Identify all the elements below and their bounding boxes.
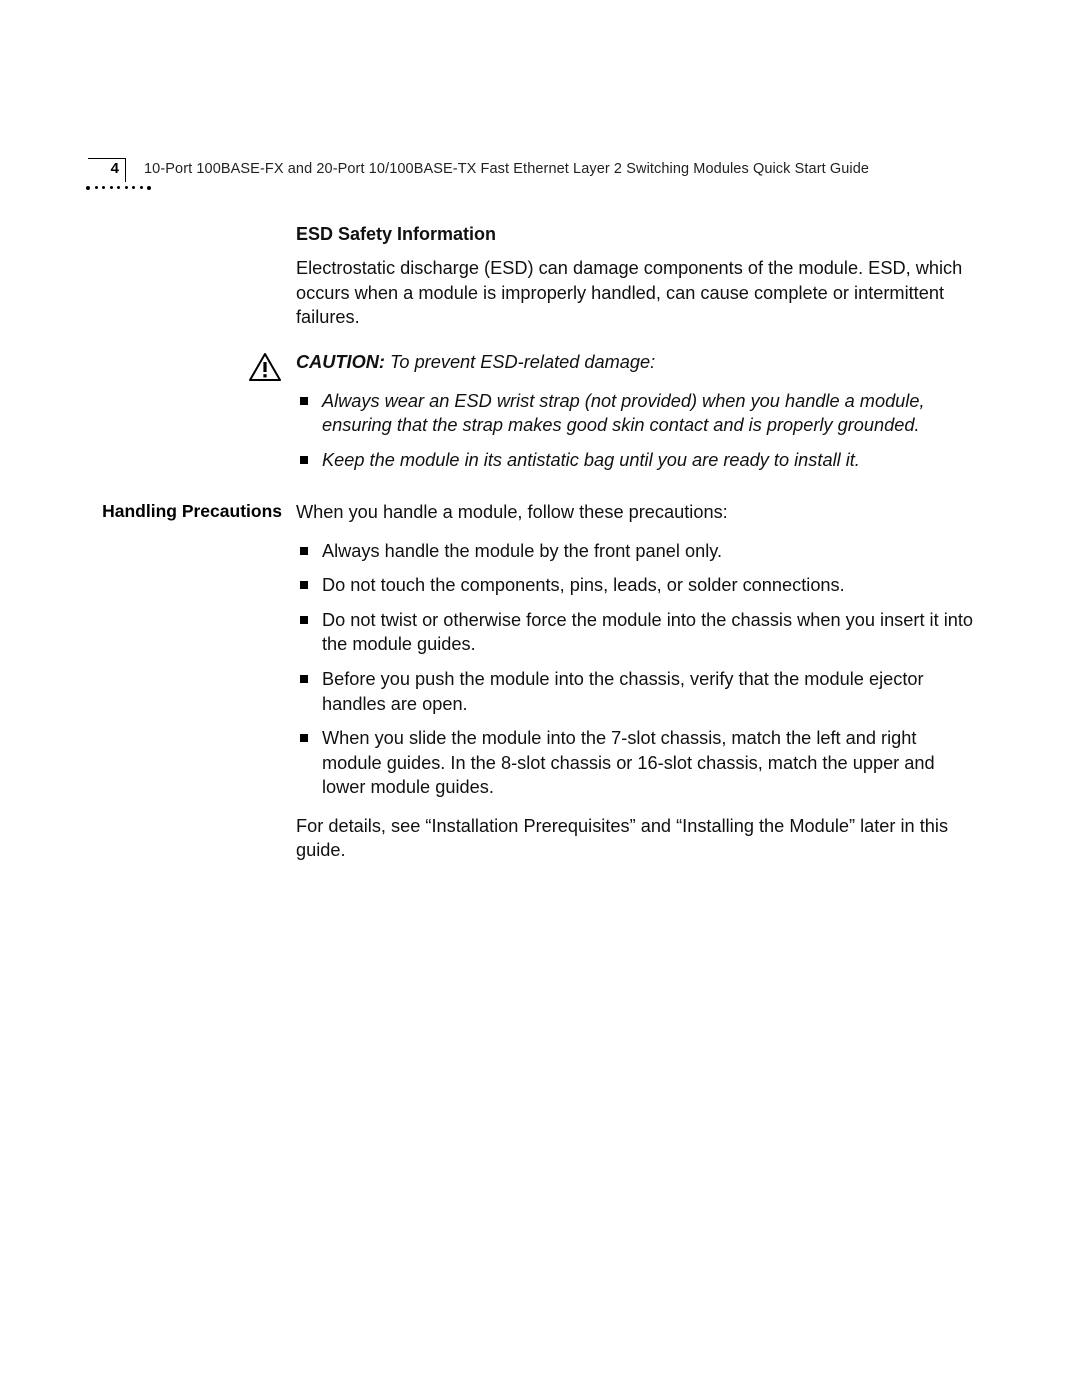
body-text: When you handle a module, follow these p… — [296, 500, 980, 525]
decorative-dots — [86, 186, 151, 190]
side-column: Handling Precautions — [116, 500, 296, 877]
main-column: CAUTION: To prevent ESD-related damage: … — [296, 350, 980, 486]
list-item: Always wear an ESD wrist strap (not prov… — [296, 389, 980, 438]
section-esd-caution: CAUTION: To prevent ESD-related damage: … — [116, 350, 980, 486]
page-number-box: 4 — [88, 158, 126, 182]
side-column — [116, 222, 296, 344]
section-handling: Handling Precautions When you handle a m… — [116, 500, 980, 877]
page-number: 4 — [111, 161, 119, 176]
main-column: When you handle a module, follow these p… — [296, 500, 980, 877]
caution-icon — [248, 352, 282, 486]
page-content: ESD Safety Information Electrostatic dis… — [116, 222, 980, 883]
caution-line: CAUTION: To prevent ESD-related damage: — [296, 350, 980, 375]
side-heading: Handling Precautions — [102, 500, 282, 877]
spacer — [116, 492, 980, 500]
section-esd-intro: ESD Safety Information Electrostatic dis… — [116, 222, 980, 344]
running-header-title: 10-Port 100BASE-FX and 20-Port 10/100BAS… — [144, 161, 869, 177]
caution-label: CAUTION: — [296, 352, 385, 372]
page-header: 4 10-Port 100BASE-FX and 20-Port 10/100B… — [88, 158, 1000, 194]
document-page: 4 10-Port 100BASE-FX and 20-Port 10/100B… — [0, 0, 1080, 1397]
list-item: Do not twist or otherwise force the modu… — [296, 608, 980, 657]
main-column: ESD Safety Information Electrostatic dis… — [296, 222, 980, 344]
caution-text: To prevent ESD-related damage: — [385, 352, 655, 372]
list-item: Keep the module in its antistatic bag un… — [296, 448, 980, 473]
list-item: Do not touch the components, pins, leads… — [296, 573, 980, 598]
body-text: For details, see “Installation Prerequis… — [296, 814, 980, 863]
side-column — [116, 350, 296, 486]
list-item: Before you push the module into the chas… — [296, 667, 980, 716]
body-text: Electrostatic discharge (ESD) can damage… — [296, 256, 980, 330]
caution-bullet-list: Always wear an ESD wrist strap (not prov… — [296, 389, 980, 473]
list-item: When you slide the module into the 7-slo… — [296, 726, 980, 800]
list-item: Always handle the module by the front pa… — [296, 539, 980, 564]
handling-bullet-list: Always handle the module by the front pa… — [296, 539, 980, 800]
section-heading: ESD Safety Information — [296, 222, 980, 246]
